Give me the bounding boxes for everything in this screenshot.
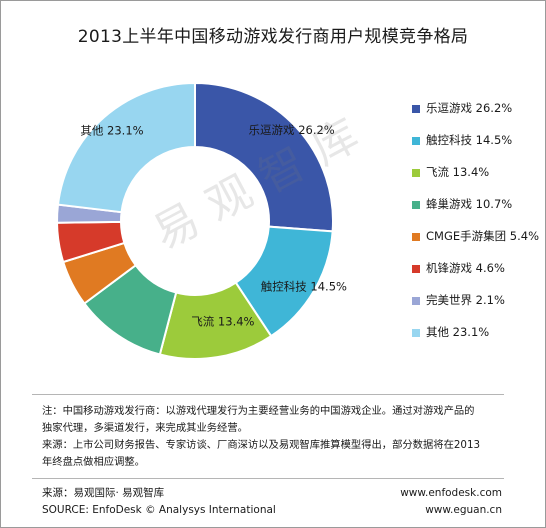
divider-line (32, 394, 504, 395)
footer-url-1: www.enfodesk.com (400, 487, 502, 499)
legend-swatch (412, 169, 420, 177)
legend-swatch (412, 137, 420, 145)
donut-slice (194, 81, 334, 233)
footer-source-en: SOURCE: EnfoDesk © Analysys Internationa… (42, 504, 276, 516)
legend-swatch (412, 105, 420, 113)
legend-swatch (412, 297, 420, 305)
legend-label: 蜂巢游戏 10.7% (426, 197, 513, 211)
legend-label: 乐逗游戏 26.2% (426, 101, 513, 115)
note-line: 注：中国移动游戏发行商：以游戏代理发行为主要经营业务的中国游戏企业。通过对游戏产… (42, 405, 475, 417)
legend-swatch (412, 329, 420, 337)
chart-note: 注：中国移动游戏发行商：以游戏代理发行为主要经营业务的中国游戏企业。通过对游戏产… (42, 403, 512, 471)
donut-slice-labels: 乐逗游戏 26.2% 触控科技 14.5% 飞流 13.4% 其他 23.1% (80, 123, 347, 328)
donut-chart: 乐逗游戏 26.2% 触控科技 14.5% 飞流 13.4% 其他 23.1% (55, 81, 347, 360)
donut-slice-label: 其他 23.1% (80, 124, 143, 138)
footer-url-2: www.eguan.cn (425, 504, 502, 516)
donut-slice-label: 乐逗游戏 26.2% (249, 123, 335, 137)
legend-label: 飞流 13.4% (426, 165, 490, 179)
donut-slice-label: 触控科技 14.5% (261, 280, 347, 294)
legend-swatch (412, 201, 420, 209)
donut-slice-label: 飞流 13.4% (191, 315, 254, 329)
legend-label: 触控科技 14.5% (426, 133, 513, 147)
note-line: 年终盘点做相应调整。 (42, 456, 145, 468)
legend-label: 完美世界 2.1% (426, 293, 505, 307)
note-line: 来源：上市公司财务报告、专家访谈、厂商深访以及易观智库推算模型得出，部分数据将在… (42, 439, 481, 451)
legend-swatch (412, 265, 420, 273)
donut-slices (55, 81, 334, 360)
chart-title: 2013上半年中国移动游戏发行商用户规模竞争格局 (77, 27, 469, 47)
legend-swatch (412, 233, 420, 241)
note-line: 独家代理，多渠道发行，来完成其业务经营。 (42, 422, 248, 434)
footer-urls: www.enfodesk.com www.eguan.cn (400, 485, 502, 519)
legend-label: CMGE手游集团 5.4% (426, 229, 540, 243)
legend-label: 其他 23.1% (426, 325, 490, 339)
divider-line (32, 478, 504, 479)
footer-source: 来源：易观国际· 易观智库 SOURCE: EnfoDesk © Analysy… (42, 485, 276, 519)
legend-label: 机锋游戏 4.6% (426, 261, 505, 275)
donut-slice (56, 81, 196, 214)
footer-source-cn: 来源：易观国际· 易观智库 (42, 487, 165, 499)
